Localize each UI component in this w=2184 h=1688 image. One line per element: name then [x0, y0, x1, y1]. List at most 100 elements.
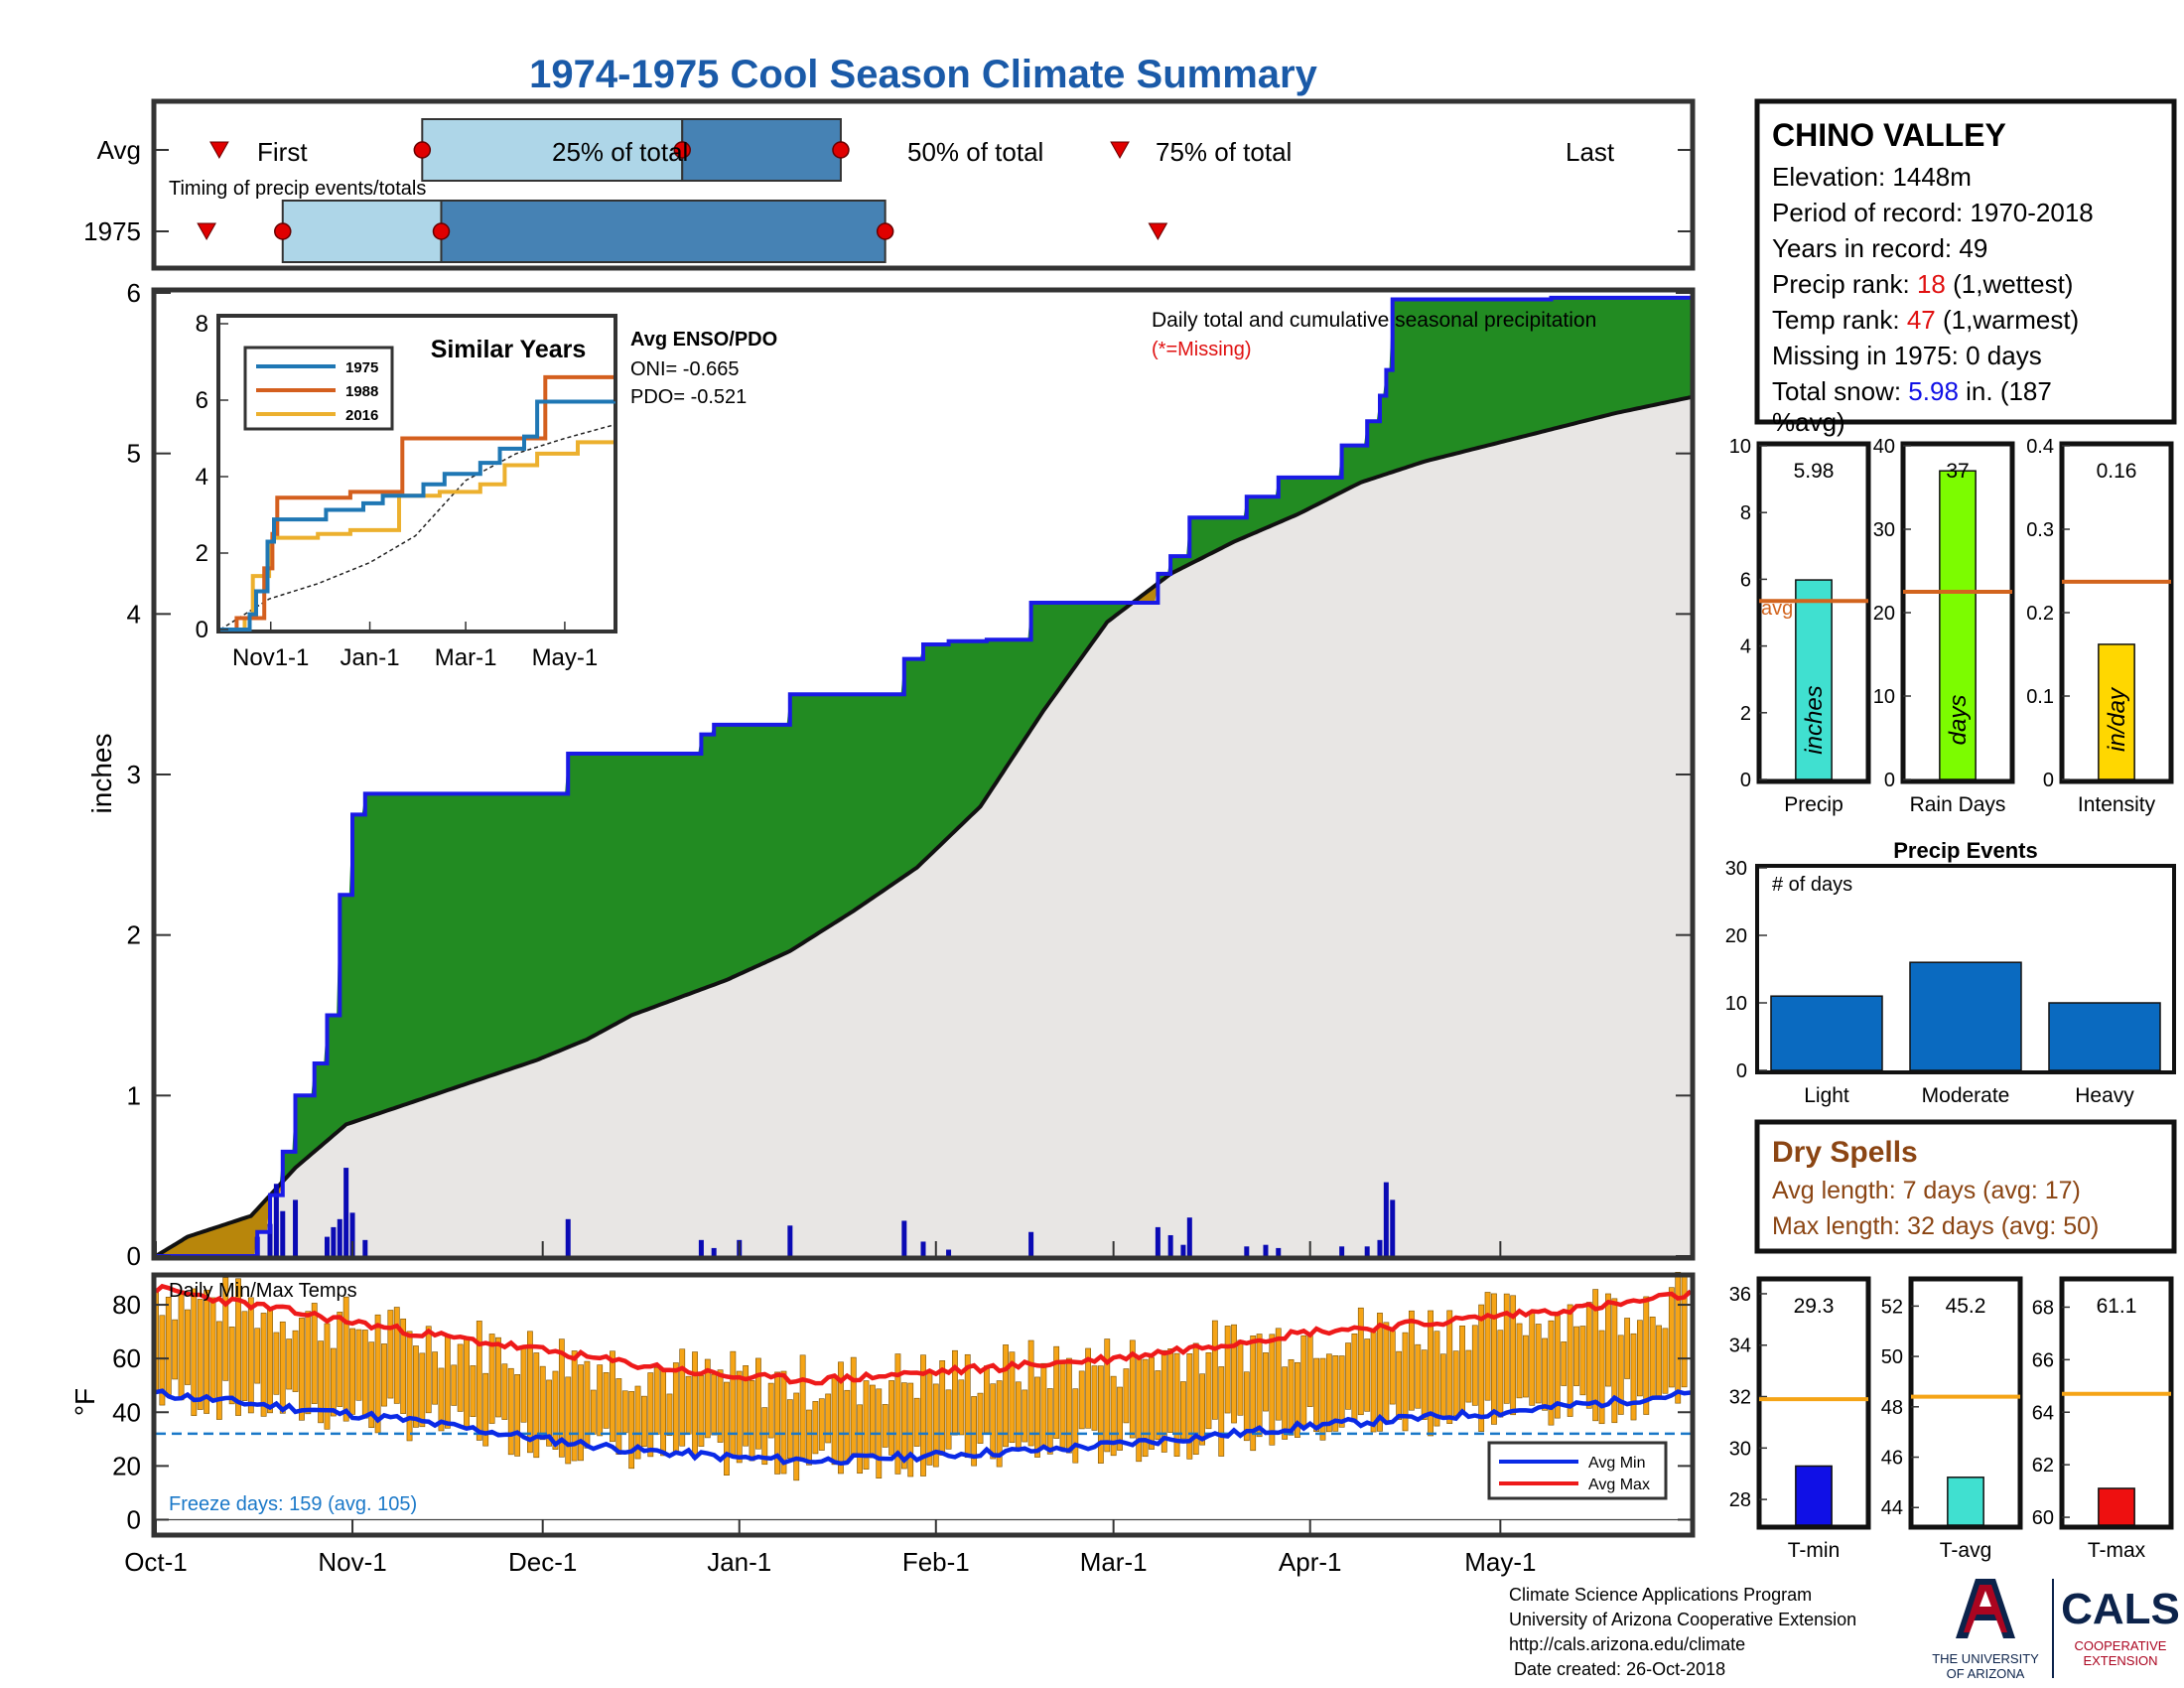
mini-tmin-chart-y-tick-label: 34: [1729, 1336, 1751, 1357]
mini-tmax-chart-y-tick-label: 60: [2032, 1507, 2054, 1529]
main-y-tick-label: 5: [127, 439, 141, 469]
inset-title: Similar Years: [431, 336, 587, 363]
mini-tmin-chart-bar: [1795, 1465, 1833, 1526]
temp-y-tick-label: 60: [112, 1343, 141, 1373]
enso-title: Avg ENSO/PDO: [630, 329, 777, 351]
daily-temp-bar: [1009, 1351, 1016, 1444]
daily-temp-bar: [286, 1338, 293, 1390]
daily-temp-bar: [844, 1389, 851, 1464]
daily-temp-bar: [1072, 1388, 1079, 1464]
daily-temp-bar: [438, 1367, 445, 1432]
daily-temp-bar: [634, 1385, 641, 1460]
mini-tmin-chart-y-tick-label: 36: [1729, 1284, 1751, 1306]
temp-chart-caption: Daily Min/Max Temps: [169, 1280, 357, 1302]
daily-precip-bar: [1364, 1246, 1370, 1256]
daily-temp-bar: [1478, 1304, 1485, 1432]
events-title: Precip Events: [1893, 838, 2038, 863]
daily-temp-bar: [558, 1338, 565, 1458]
daily-temp-bar: [900, 1382, 907, 1470]
mini-tmin-chart: 28 30 32 34 36 29.3 T-min: [1729, 1276, 1871, 1562]
daily-temp-bar: [159, 1315, 166, 1406]
mini-rain-days-chart-y-tick-label: 20: [1873, 603, 1895, 625]
footer: Climate Science Applications Program Uni…: [1509, 1579, 2180, 1681]
mini-intensity-chart-inner-label: in/day: [2104, 686, 2130, 752]
daily-temp-bar: [926, 1372, 933, 1466]
daily-temp-bar: [863, 1380, 870, 1470]
mini-tmin-chart-y-tick-label: 30: [1729, 1438, 1751, 1460]
daily-temp-bar: [786, 1399, 793, 1460]
daily-temp-bar: [425, 1326, 432, 1414]
daily-temp-bar: [1396, 1350, 1403, 1420]
daily-temp-bar: [1332, 1355, 1339, 1432]
daily-temp-bar: [818, 1398, 825, 1451]
daily-temp-bar: [1409, 1310, 1415, 1411]
page-title: 1974-1975 Cool Season Climate Summary: [529, 53, 1317, 96]
main-plot-area: [154, 295, 1692, 1258]
daily-temp-bar: [406, 1331, 413, 1442]
x-tick-label: Jan-1: [707, 1547, 771, 1577]
daily-temp-bar: [393, 1307, 400, 1404]
daily-temp-bar: [1142, 1358, 1149, 1458]
mini-tmin-chart-y-tick-label: 32: [1729, 1387, 1751, 1409]
daily-precip-bar: [267, 1223, 273, 1256]
daily-temp-bar: [1662, 1328, 1669, 1394]
daily-precip-bar: [293, 1199, 299, 1256]
daily-temp-bar: [305, 1311, 312, 1415]
daily-temp-bar: [520, 1347, 527, 1423]
daily-temp-bar: [400, 1318, 407, 1414]
daily-precip-bar: [324, 1236, 330, 1256]
daily-temp-bar: [1497, 1330, 1504, 1418]
daily-temp-bar: [565, 1376, 572, 1465]
daily-temp-bar: [533, 1352, 540, 1459]
daily-temp-bar: [894, 1353, 901, 1475]
snow-label: Total snow:: [1772, 376, 1908, 406]
daily-temp-bar: [342, 1296, 349, 1422]
mini-intensity-chart-x-label: Intensity: [2078, 793, 2156, 816]
above-average-area: [156, 297, 1691, 1256]
x-tick-label: Feb-1: [902, 1547, 970, 1577]
event-bar-moderate: [1909, 961, 2022, 1071]
daily-temp-bar: [838, 1361, 844, 1475]
main-y-tick-label: 1: [127, 1080, 141, 1110]
daily-precip-bar: [331, 1226, 337, 1256]
main-y-axis-label: inches: [86, 734, 117, 814]
daily-temp-bar: [1104, 1338, 1111, 1453]
timing-triangle-first-0: [209, 141, 229, 160]
daily-temp-bar: [603, 1372, 610, 1429]
mini-precip-chart-y-tick-label: 8: [1740, 502, 1751, 524]
daily-precip-bar: [698, 1239, 704, 1256]
x-tick-label: Apr-1: [1279, 1547, 1342, 1577]
daily-temp-bar: [419, 1352, 426, 1428]
daily-temp-bar: [692, 1351, 698, 1459]
daily-temp-bar: [857, 1404, 864, 1475]
temp-y-tick-label: 0: [127, 1504, 141, 1534]
daily-temp-bar: [869, 1384, 876, 1459]
daily-temp-bar: [254, 1328, 261, 1384]
daily-temp-bar: [584, 1360, 591, 1449]
season-x-axis: Oct-1 Nov-1 Dec-1 Jan-1 Feb-1 Mar-1 Apr-1 May-1: [124, 1241, 1536, 1577]
daily-temp-bar: [831, 1375, 838, 1466]
mini-intensity-chart-y-tick-label: 0.2: [2026, 603, 2054, 625]
mini-intensity-chart-y-tick-label: 0.3: [2026, 519, 2054, 541]
daily-temp-bar: [730, 1350, 737, 1456]
mini-intensity-chart: 0 0.1 0.2 0.3 0.4 0.16 in/day Intensity: [2026, 436, 2174, 816]
mini-precip-chart-inner-label: inches: [1801, 685, 1828, 754]
daily-precip-bar: [1244, 1246, 1250, 1256]
daily-temp-bar: [1465, 1349, 1472, 1403]
dry-spells-max-length: Max length: 32 days (avg: 50): [1772, 1212, 2099, 1240]
daily-precip-bar: [565, 1218, 571, 1256]
main-chart-caption: Daily total and cumulative seasonal prec…: [1152, 309, 1596, 332]
avg-cumulative-line: [154, 395, 1692, 1258]
daily-temp-bar: [178, 1290, 185, 1401]
timing-q1-bar-0: [421, 118, 684, 182]
timing-marker-p75-1: [876, 222, 894, 240]
mini-tavg-chart: 44 46 48 50 52 45.2 T-avg: [1881, 1276, 2023, 1562]
mini-tmax-chart-value: 61.1: [2097, 1295, 2137, 1318]
daily-temp-bar: [1370, 1332, 1377, 1433]
daily-temp-bar: [610, 1350, 615, 1443]
daily-temp-bar: [983, 1365, 990, 1434]
daily-temp-bar: [374, 1314, 381, 1434]
daily-temp-bar: [952, 1349, 958, 1436]
precip-rank-note: (1,wettest): [1946, 269, 2074, 299]
daily-temp-bar: [1523, 1335, 1529, 1398]
